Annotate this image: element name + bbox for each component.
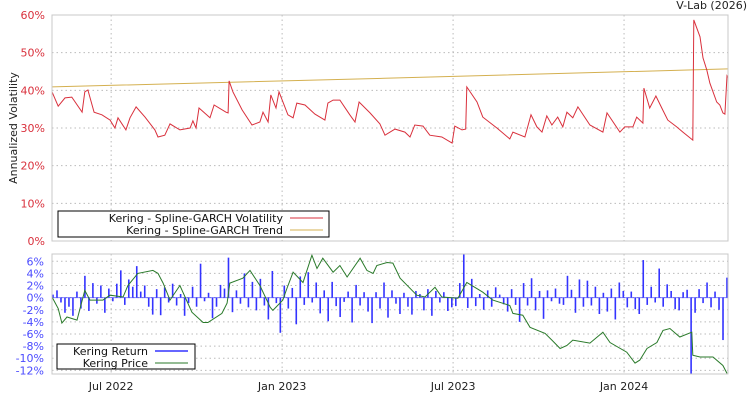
bottom-y-tick-label: 4%	[27, 267, 44, 280]
x-tick-label: Jul 2022	[88, 380, 134, 393]
legend-volatility-label: Kering - Spline-GARCH Volatility	[109, 212, 284, 225]
top-y-tick-label: 0%	[28, 235, 45, 248]
top-y-tick-label: 40%	[21, 84, 45, 97]
bottom-y-tick-label: -10%	[16, 352, 44, 365]
volatility-line	[51, 19, 729, 144]
trend-line	[51, 68, 729, 88]
bottom-y-tick-labels: 6%4%2%0%-2%-4%-6%-8%-10%-12%	[16, 255, 44, 377]
top-y-tick-label: 60%	[21, 9, 45, 22]
bottom-y-tick-label: 2%	[27, 280, 44, 293]
bottom-legend: Kering Return Kering Price	[56, 343, 196, 370]
top-y-tick-label: 10%	[21, 197, 45, 210]
x-tick-label: Jul 2023	[430, 380, 476, 393]
bottom-y-tick-label: -4%	[23, 316, 44, 329]
top-y-tick-label: 20%	[21, 160, 45, 173]
top-series	[51, 19, 729, 144]
top-plot-frame	[51, 14, 729, 242]
legend-return-label: Kering Return	[73, 345, 148, 358]
x-tick-labels: Jul 2022 Jan 2023 Jul 2023 Jan 2024	[88, 380, 649, 393]
x-tick-label: Jan 2023	[257, 380, 306, 393]
top-y-tick-labels: 0% 10% 20% 30% 40% 50% 60%	[21, 9, 45, 248]
bottom-y-tick-label: -12%	[16, 364, 44, 377]
top-legend: Kering - Spline-GARCH Volatility Kering …	[57, 210, 330, 238]
bottom-plot-frame	[51, 253, 729, 375]
credit-label: V-Lab (2026)	[676, 0, 747, 12]
price-line	[51, 253, 728, 374]
y-axis-label: Annualized Volatility	[7, 72, 20, 184]
x-tick-label: Jan 2024	[599, 380, 648, 393]
top-y-tick-label: 50%	[21, 47, 45, 60]
bottom-series	[51, 253, 728, 374]
top-y-tick-label: 30%	[21, 122, 45, 135]
bottom-y-tick-label: -8%	[23, 340, 44, 353]
legend-price-label: Kering Price	[83, 357, 149, 370]
bottom-y-tick-label: -6%	[23, 328, 44, 341]
bottom-y-tick-label: -2%	[23, 304, 44, 317]
bottom-y-tick-label: 0%	[27, 292, 44, 305]
legend-trend-label: Kering - Spline-GARCH Trend	[126, 224, 283, 237]
bottom-y-tick-label: 6%	[27, 255, 44, 268]
